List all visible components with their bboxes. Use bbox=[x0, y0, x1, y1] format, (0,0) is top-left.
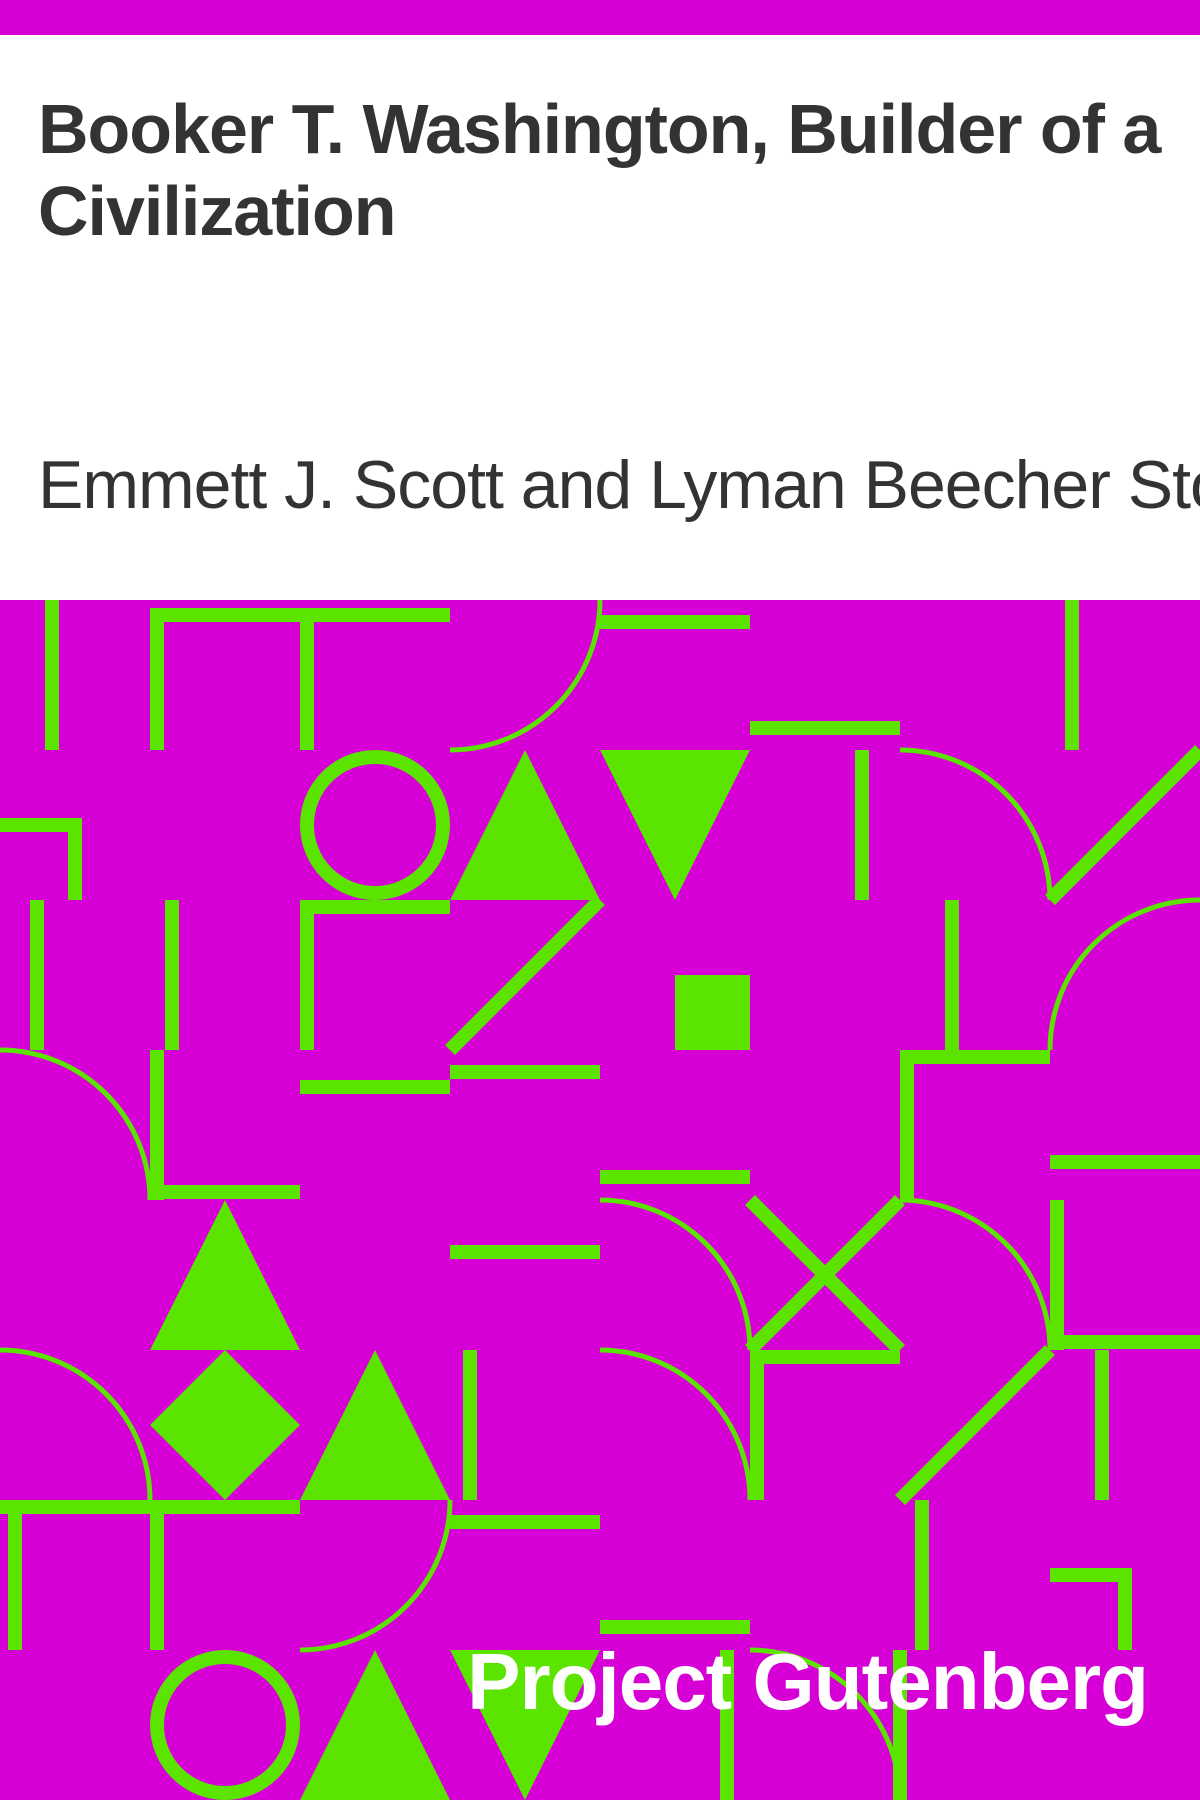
pattern-triangle bbox=[450, 750, 600, 900]
pattern-arc bbox=[899, 1197, 1053, 1351]
pattern-arc bbox=[0, 1347, 153, 1501]
publisher-brand: Project Gutenberg bbox=[467, 1637, 1149, 1726]
pattern-triangle bbox=[450, 1650, 600, 1800]
pattern-arc bbox=[0, 1047, 153, 1201]
pattern-triangle bbox=[150, 1200, 300, 1350]
pattern-triangle bbox=[300, 1650, 450, 1800]
pattern-line bbox=[895, 1345, 1055, 1505]
pattern-ring bbox=[150, 1650, 300, 1800]
pattern-triangle bbox=[300, 1350, 450, 1500]
pattern-art bbox=[0, 600, 1200, 1800]
top-color-bar bbox=[0, 0, 1200, 35]
title-block: Booker T. Washington, Builder of a Civil… bbox=[38, 88, 1168, 252]
pattern-square bbox=[675, 975, 750, 1050]
pattern-line bbox=[445, 895, 605, 1055]
pattern-arc bbox=[899, 747, 1053, 901]
pattern-arc bbox=[749, 1647, 903, 1800]
pattern-arc bbox=[449, 600, 603, 753]
pattern-ring bbox=[300, 750, 450, 900]
pattern-line bbox=[1045, 745, 1200, 905]
geometric-pattern bbox=[0, 600, 1200, 1800]
book-title: Booker T. Washington, Builder of a Civil… bbox=[38, 90, 1161, 250]
pattern-arc bbox=[599, 1197, 753, 1351]
pattern-line bbox=[745, 1195, 905, 1355]
pattern-triangle bbox=[600, 750, 750, 900]
pattern-arc bbox=[599, 1347, 753, 1501]
pattern-arc bbox=[1047, 897, 1200, 1051]
pattern-diamond bbox=[150, 1350, 300, 1500]
pattern-arc bbox=[299, 1499, 453, 1653]
book-author: Emmett J. Scott and Lyman Beecher Stowe bbox=[38, 447, 1200, 523]
